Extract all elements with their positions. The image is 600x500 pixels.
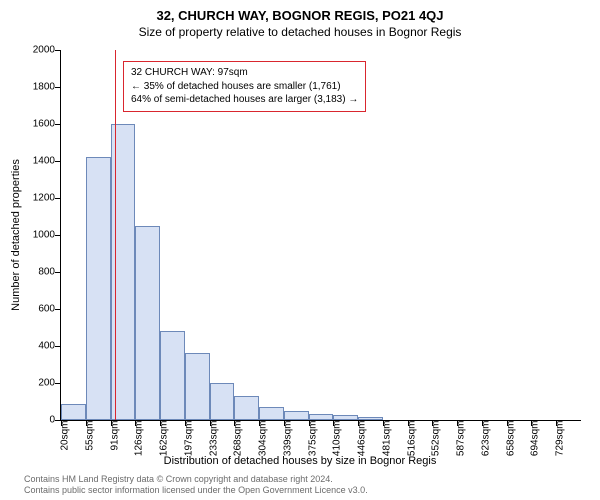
plot-area: 020040060080010001200140016001800200020s… [60,50,581,421]
y-tick-label: 800 [15,267,55,278]
y-tick [55,272,61,273]
y-tick [55,50,61,51]
y-tick [55,198,61,199]
x-tick-label: 552sqm [431,421,442,457]
y-tick-label: 1600 [15,119,55,130]
annotation-line-2: ← 35% of detached houses are smaller (1,… [131,80,358,94]
annotation-box: 32 CHURCH WAY: 97sqm ← 35% of detached h… [123,61,366,112]
x-tick-label: 481sqm [381,421,392,457]
chart-container: 32, CHURCH WAY, BOGNOR REGIS, PO21 4QJ S… [0,0,600,500]
x-tick-label: 197sqm [183,421,194,457]
histogram-bar [86,157,111,420]
histogram-bar [259,407,284,420]
y-tick [55,383,61,384]
x-tick-label: 20sqm [60,421,71,451]
y-tick [55,87,61,88]
x-tick-label: 233sqm [208,421,219,457]
chart-subtitle: Size of property relative to detached ho… [0,23,600,39]
reference-line [115,50,116,420]
y-tick [55,161,61,162]
x-tick-label: 304sqm [258,421,269,457]
histogram-bar [234,396,259,420]
x-tick-label: 268sqm [233,421,244,457]
x-tick-label: 162sqm [159,421,170,457]
histogram-bar [160,331,185,420]
x-tick-label: 623sqm [480,421,491,457]
y-tick-label: 1400 [15,156,55,167]
x-tick-label: 729sqm [555,421,566,457]
x-tick-label: 126sqm [134,421,145,457]
x-tick-label: 91sqm [109,421,120,451]
annotation-line-1: 32 CHURCH WAY: 97sqm [131,66,358,80]
histogram-bar [185,353,210,420]
footer-line-2: Contains public sector information licen… [24,485,590,496]
x-tick-label: 339sqm [282,421,293,457]
y-tick [55,346,61,347]
y-tick-label: 2000 [15,45,55,56]
histogram-bar [61,404,86,420]
y-tick-label: 1200 [15,193,55,204]
x-tick-label: 375sqm [307,421,318,457]
x-tick-label: 587sqm [456,421,467,457]
y-tick-label: 1800 [15,82,55,93]
y-tick-label: 1000 [15,230,55,241]
x-tick-label: 694sqm [530,421,541,457]
y-tick-label: 400 [15,341,55,352]
y-tick [55,124,61,125]
x-tick-label: 55sqm [84,421,95,451]
x-axis-label: Distribution of detached houses by size … [0,455,600,467]
x-tick-label: 516sqm [406,421,417,457]
annotation-line-3: 64% of semi-detached houses are larger (… [131,93,358,107]
x-tick-label: 410sqm [332,421,343,457]
histogram-bar [333,415,358,420]
histogram-bar [135,226,160,420]
chart-title: 32, CHURCH WAY, BOGNOR REGIS, PO21 4QJ [0,0,600,23]
footer-line-1: Contains HM Land Registry data © Crown c… [24,474,590,485]
x-tick-label: 658sqm [505,421,516,457]
histogram-bar [309,414,334,420]
y-tick-label: 200 [15,378,55,389]
histogram-bar [284,411,309,420]
x-tick-label: 446sqm [357,421,368,457]
footer-text: Contains HM Land Registry data © Crown c… [24,474,590,497]
y-tick-label: 600 [15,304,55,315]
y-tick-label: 0 [15,415,55,426]
y-tick [55,309,61,310]
histogram-bar [210,383,235,420]
y-tick [55,235,61,236]
